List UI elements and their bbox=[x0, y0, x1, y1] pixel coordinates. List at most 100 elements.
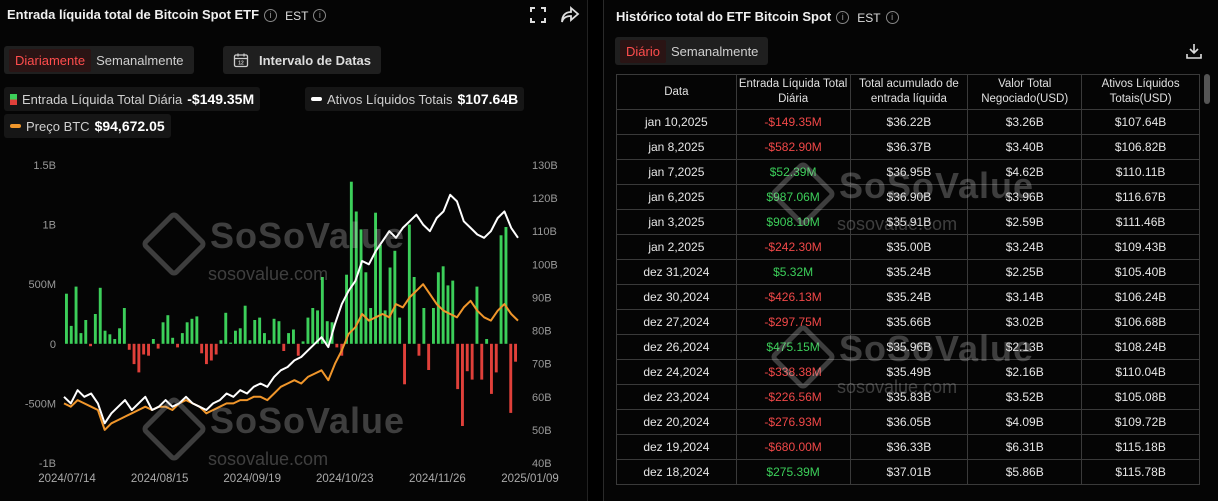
cell-inflow: -$242.30M bbox=[735, 234, 851, 260]
timezone-label: EST bbox=[285, 8, 309, 23]
inflow-bar bbox=[306, 317, 310, 344]
legend-price[interactable]: Preço BTC $94,672.05 bbox=[4, 114, 171, 138]
cell-assets: $105.08B bbox=[1081, 384, 1200, 410]
share-icon[interactable] bbox=[558, 3, 582, 27]
cell-traded: $4.09B bbox=[967, 409, 1083, 435]
inflow-bar bbox=[287, 333, 290, 344]
inflow-chart-panel: Entrada líquida total de Bitcoin Spot ET… bbox=[0, 0, 588, 501]
inflow-bar bbox=[301, 341, 305, 344]
y-right-tick-label: 60B bbox=[532, 392, 552, 404]
toggle-weekly[interactable]: Semanalmente bbox=[670, 43, 759, 59]
toggle-daily[interactable]: Diariamente bbox=[9, 48, 92, 72]
table-row[interactable]: dez 26,2024 $475.15M $35.96B $2.13B $108.24B bbox=[616, 334, 1200, 360]
inflow-bar bbox=[432, 308, 435, 344]
net-assets-line bbox=[63, 193, 519, 425]
table-row[interactable]: dez 31,2024 $5.32M $35.24B $2.25B $105.40B bbox=[616, 259, 1200, 285]
table-row[interactable]: dez 19,2024 -$680.00M $36.33B $6.31B $115.18… bbox=[616, 434, 1200, 460]
table-row[interactable]: dez 30,2024 -$426.13M $35.24B $3.14B $106.24… bbox=[616, 284, 1200, 310]
chart-panel-title: Entrada líquida total de Bitcoin Spot ET… bbox=[7, 7, 260, 22]
table-row[interactable]: jan 3,2025 $908.10M $35.91B $2.59B $111.46B bbox=[616, 209, 1200, 235]
inflow-bar bbox=[465, 343, 469, 372]
inflow-bar bbox=[253, 320, 257, 344]
column-header-inflow[interactable]: Entrada Líquida Total Diária bbox=[735, 74, 851, 110]
column-header-date[interactable]: Data bbox=[616, 74, 737, 110]
info-icon[interactable]: i bbox=[836, 11, 850, 25]
toggle-daily[interactable]: Diário bbox=[620, 39, 666, 63]
cell-traded: $3.26B bbox=[967, 109, 1083, 135]
column-header-assets[interactable]: Ativos Líquidos Totais(USD) bbox=[1081, 74, 1200, 110]
inflow-bar bbox=[364, 272, 368, 344]
legend-inflow[interactable]: Entrada Líquida Total Diária -$149.35M bbox=[4, 87, 261, 111]
inflow-bar bbox=[234, 330, 237, 344]
table-row[interactable]: jan 10,2025 -$149.35M $36.22B $3.26B $107.64… bbox=[616, 109, 1200, 135]
inflow-bar bbox=[151, 339, 155, 344]
table-header-row: Data Entrada Líquida Total Diária Total … bbox=[616, 74, 1200, 110]
table-period-toggle: Diário Semanalmente bbox=[615, 37, 769, 65]
inflow-bar bbox=[69, 325, 73, 344]
cell-cumulative: $37.01B bbox=[849, 459, 969, 485]
cell-date: dez 24,2024 bbox=[616, 359, 737, 385]
column-header-traded[interactable]: Valor Total Negociado(USD) bbox=[967, 74, 1083, 110]
inflow-bar bbox=[118, 328, 121, 344]
cell-traded: $3.02B bbox=[967, 309, 1083, 335]
cell-date: dez 26,2024 bbox=[616, 334, 737, 360]
info-icon[interactable]: i bbox=[264, 9, 278, 23]
inflow-bar bbox=[108, 334, 112, 344]
inflow-bar bbox=[316, 310, 319, 344]
cell-date: jan 2,2025 bbox=[616, 234, 737, 260]
legend-assets[interactable]: Ativos Líquidos Totais $107.64B bbox=[305, 87, 525, 111]
inflow-bar bbox=[412, 277, 416, 344]
table-row[interactable]: dez 20,2024 -$276.93M $36.05B $4.09B $109.72… bbox=[616, 409, 1200, 435]
inflow-bar bbox=[171, 337, 175, 344]
inflow-bar bbox=[132, 343, 136, 365]
table-row[interactable]: jan 2,2025 -$242.30M $35.00B $3.24B $109.43B bbox=[616, 234, 1200, 260]
inflow-bar bbox=[335, 343, 339, 348]
toggle-weekly[interactable]: Semanalmente bbox=[96, 52, 184, 68]
cell-date: dez 18,2024 bbox=[616, 459, 737, 485]
cell-date: dez 19,2024 bbox=[616, 434, 737, 460]
inflow-bar bbox=[147, 343, 150, 356]
cell-cumulative: $35.24B bbox=[849, 259, 969, 285]
inflow-bar bbox=[190, 318, 194, 344]
inflow-bar bbox=[393, 250, 397, 344]
cell-traded: $2.13B bbox=[967, 334, 1083, 360]
inflow-bar bbox=[504, 227, 508, 344]
inflow-bar bbox=[345, 274, 348, 344]
date-range-label: Intervalo de Datas bbox=[259, 52, 371, 68]
inflow-bar bbox=[456, 343, 460, 390]
inflow-bar bbox=[127, 343, 131, 350]
x-tick-label: 2025/01/09 bbox=[501, 473, 559, 485]
inflow-bar bbox=[383, 310, 387, 344]
table-row[interactable]: dez 24,2024 -$338.38M $35.49B $2.16B $110.04… bbox=[616, 359, 1200, 385]
inflow-bar bbox=[224, 312, 228, 344]
download-icon[interactable] bbox=[1182, 39, 1206, 63]
timezone-info-icon[interactable]: i bbox=[885, 11, 899, 25]
table-row[interactable]: dez 18,2024 $275.39M $37.01B $5.86B $115.78B bbox=[616, 459, 1200, 485]
inflow-bar bbox=[248, 340, 252, 344]
cell-traded: $6.31B bbox=[967, 434, 1083, 460]
cell-date: dez 27,2024 bbox=[616, 309, 737, 335]
y-right-tick-label: 130B bbox=[532, 160, 558, 172]
timezone-info-icon[interactable]: i bbox=[313, 9, 327, 23]
column-header-cumulative[interactable]: Total acumulado de entrada líquida bbox=[849, 74, 969, 110]
cell-date: dez 23,2024 bbox=[616, 384, 737, 410]
fullscreen-icon[interactable] bbox=[526, 3, 550, 27]
cell-date: jan 6,2025 bbox=[616, 184, 737, 210]
inflow-chart[interactable]: 1.5B 1B 500M 0 -500M -1B 130B 120B 110B 100B 90B 80… bbox=[0, 155, 588, 495]
table-scrollbar[interactable] bbox=[1204, 74, 1210, 104]
cell-date: dez 30,2024 bbox=[616, 284, 737, 310]
table-row[interactable]: jan 7,2025 $52.39M $36.95B $4.62B $110.11B bbox=[616, 159, 1200, 185]
table-row[interactable]: jan 8,2025 -$582.90M $36.37B $3.40B $106.82B bbox=[616, 134, 1200, 160]
cell-assets: $115.78B bbox=[1081, 459, 1200, 485]
cell-inflow: -$582.90M bbox=[735, 134, 851, 160]
inflow-bar bbox=[209, 343, 213, 361]
inflow-bar bbox=[441, 266, 445, 344]
table-row[interactable]: dez 27,2024 -$297.75M $35.66B $3.02B $106.68… bbox=[616, 309, 1200, 335]
x-tick-label: 2024/09/19 bbox=[223, 473, 281, 485]
inflow-swatch-icon bbox=[10, 93, 17, 105]
legend-inflow-label: Entrada Líquida Total Diária bbox=[22, 91, 183, 107]
table-row[interactable]: dez 23,2024 -$226.56M $35.83B $3.52B $105.08… bbox=[616, 384, 1200, 410]
table-row[interactable]: jan 6,2025 $987.06M $36.90B $3.96B $116.67B bbox=[616, 184, 1200, 210]
cell-assets: $106.24B bbox=[1081, 284, 1200, 310]
date-range-button[interactable]: 12 Intervalo de Datas bbox=[223, 46, 381, 74]
